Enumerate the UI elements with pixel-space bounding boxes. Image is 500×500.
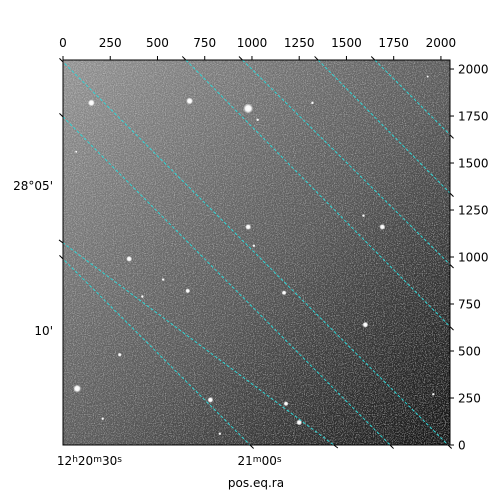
world-tick-1 bbox=[389, 444, 394, 449]
world-tick-15 bbox=[370, 56, 376, 61]
world-tick-10 bbox=[59, 255, 64, 260]
pixel-y-axis: 0 250 500 750 1000 1250 1500 1750 2000 bbox=[450, 63, 489, 453]
grid-line-b-4 bbox=[63, 61, 449, 445]
star-18 bbox=[283, 401, 289, 407]
x-tick-label-5: 1250 bbox=[284, 36, 315, 50]
x-tick-label-8: 2000 bbox=[426, 36, 457, 50]
star-16 bbox=[73, 384, 82, 393]
star-14 bbox=[140, 294, 144, 298]
star-6 bbox=[252, 244, 256, 248]
x-tick-label-0: 0 bbox=[59, 36, 67, 50]
star-19 bbox=[296, 419, 303, 426]
world-coordinate-ticks bbox=[58, 56, 454, 449]
y-tick-label-8: 2000 bbox=[458, 63, 489, 77]
star-1 bbox=[186, 97, 194, 105]
grid-line-b-6 bbox=[242, 60, 450, 265]
star-5 bbox=[245, 223, 252, 230]
dec-label-1: 10' bbox=[34, 324, 53, 338]
grid-line-a-2 bbox=[317, 60, 450, 194]
star-3 bbox=[256, 118, 260, 122]
y-tick-label-0: 0 bbox=[458, 439, 466, 453]
star-12 bbox=[379, 223, 386, 230]
x-tick-label-4: 1000 bbox=[237, 36, 268, 50]
grid-line-a-1 bbox=[185, 60, 450, 327]
star-8 bbox=[161, 278, 165, 282]
plot-frame bbox=[62, 59, 451, 446]
star-13 bbox=[362, 321, 369, 328]
star-10 bbox=[281, 290, 287, 296]
world-tick-12 bbox=[449, 264, 454, 269]
world-tick-7 bbox=[333, 444, 339, 449]
coordinate-grid bbox=[63, 60, 450, 445]
grid-line-b-7 bbox=[374, 60, 450, 136]
world-tick-11 bbox=[249, 444, 254, 449]
x-tick-label-2: 500 bbox=[146, 36, 169, 50]
y-tick-label-4: 1000 bbox=[458, 251, 489, 265]
y-tick-label-1: 250 bbox=[458, 392, 481, 406]
x-tick-label-1: 250 bbox=[99, 36, 122, 50]
world-tick-9 bbox=[447, 444, 453, 449]
ra-axis: 12h20m30s 21m00s bbox=[57, 454, 282, 468]
grid-line-a-3 bbox=[63, 242, 335, 445]
image-panel bbox=[62, 59, 451, 446]
y-tick-label-6: 1500 bbox=[458, 157, 489, 171]
world-tick-6 bbox=[58, 239, 64, 244]
star-23 bbox=[75, 150, 78, 153]
world-tick-0 bbox=[59, 112, 64, 118]
star-15 bbox=[117, 352, 122, 357]
world-tick-14 bbox=[449, 134, 454, 139]
star-4 bbox=[310, 101, 314, 105]
pixel-x-axis: 0 250 500 750 1000 1250 1500 1750 2000 bbox=[59, 36, 456, 60]
star-24 bbox=[426, 75, 429, 78]
star-2 bbox=[243, 103, 254, 114]
x-axis-title: pos.eq.ra bbox=[228, 476, 284, 490]
y-tick-label-5: 1250 bbox=[458, 204, 489, 218]
star-9 bbox=[185, 288, 191, 294]
star-20 bbox=[101, 417, 105, 421]
world-tick-3 bbox=[181, 56, 187, 61]
star-7 bbox=[126, 255, 133, 262]
world-tick-4 bbox=[449, 192, 454, 197]
world-tick-5 bbox=[314, 56, 319, 61]
star-0 bbox=[87, 99, 95, 107]
sky-background bbox=[63, 60, 450, 445]
x-tick-label-7: 1750 bbox=[378, 36, 409, 50]
star-22 bbox=[431, 392, 435, 396]
y-tick-label-7: 1750 bbox=[458, 110, 489, 124]
star-17 bbox=[207, 396, 214, 403]
world-tick-2 bbox=[449, 326, 454, 331]
world-tick-13 bbox=[238, 56, 243, 61]
dec-axis: 28°05' 10' bbox=[13, 179, 53, 338]
world-tick-8 bbox=[59, 57, 64, 63]
dec-label-0: 28°05' bbox=[13, 179, 53, 193]
star-11 bbox=[361, 214, 365, 218]
y-tick-label-2: 500 bbox=[458, 345, 481, 359]
ra-label-0: 12h20m30s bbox=[57, 454, 122, 468]
x-tick-label-3: 750 bbox=[193, 36, 216, 50]
star-21 bbox=[218, 432, 222, 436]
stars-layer bbox=[73, 75, 435, 436]
x-tick-label-6: 1500 bbox=[331, 36, 362, 50]
ra-label-1: 21m00s bbox=[238, 454, 282, 468]
y-tick-label-3: 750 bbox=[458, 298, 481, 312]
